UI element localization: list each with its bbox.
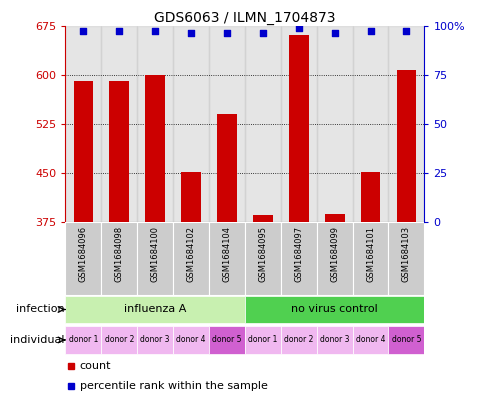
Text: donor 1: donor 1 [69,336,98,344]
Point [151,28,159,35]
Bar [388,326,424,354]
Point [258,30,266,37]
Text: individual: individual [10,335,65,345]
Text: GSM1684104: GSM1684104 [222,226,231,282]
Bar [288,35,308,222]
Bar [316,26,352,222]
Text: donor 4: donor 4 [176,336,205,344]
Text: infection: infection [16,305,65,314]
Bar [352,222,388,295]
Point [330,30,338,37]
Bar [209,222,244,295]
Text: no virus control: no virus control [291,305,377,314]
Text: GSM1684098: GSM1684098 [115,226,123,282]
Bar [253,215,272,222]
Text: donor 3: donor 3 [319,336,348,344]
Bar [244,26,280,222]
Bar [173,326,209,354]
Bar [109,81,129,222]
Text: GSM1684096: GSM1684096 [79,226,88,282]
Bar [280,222,316,295]
Bar [209,326,244,354]
Title: GDS6063 / ILMN_1704873: GDS6063 / ILMN_1704873 [154,11,335,24]
Point [115,28,123,35]
Bar [181,172,200,222]
Text: GSM1684099: GSM1684099 [330,226,338,282]
Text: donor 5: donor 5 [391,336,420,344]
Bar [244,222,280,295]
Text: influenza A: influenza A [124,305,186,314]
Point [79,28,87,35]
Bar [209,26,244,222]
Bar [65,26,101,222]
Bar [316,326,352,354]
Bar [360,172,379,222]
Text: donor 5: donor 5 [212,336,241,344]
Text: GSM1684100: GSM1684100 [151,226,159,282]
Text: donor 2: donor 2 [105,336,134,344]
Bar [173,26,209,222]
Text: count: count [80,361,111,371]
Bar [137,26,173,222]
Bar [244,326,280,354]
Text: GSM1684102: GSM1684102 [186,226,195,282]
Bar [137,326,173,354]
Text: donor 4: donor 4 [355,336,384,344]
Bar [396,70,415,222]
Bar [101,326,137,354]
Text: percentile rank within the sample: percentile rank within the sample [80,380,267,391]
Bar [101,222,137,295]
Bar [324,213,344,222]
Text: donor 2: donor 2 [284,336,313,344]
Bar [65,326,101,354]
Bar [101,26,137,222]
Text: GSM1684101: GSM1684101 [365,226,374,282]
Point [223,30,230,37]
Bar [65,296,244,323]
Bar [74,81,93,222]
Bar [352,326,388,354]
Text: donor 1: donor 1 [248,336,277,344]
Bar [388,222,424,295]
Bar [65,222,101,295]
Bar [280,26,316,222]
Bar [352,26,388,222]
Bar [244,296,424,323]
Text: GSM1684103: GSM1684103 [401,226,410,282]
Point [294,24,302,31]
Point [187,30,195,37]
Bar [137,222,173,295]
Bar [388,26,424,222]
Bar [280,326,316,354]
Bar [145,75,165,222]
Bar [173,222,209,295]
Text: donor 3: donor 3 [140,336,169,344]
Bar [217,114,236,222]
Bar [316,222,352,295]
Point [366,28,374,35]
Text: GSM1684097: GSM1684097 [294,226,302,282]
Point [402,28,409,35]
Text: GSM1684095: GSM1684095 [258,226,267,282]
